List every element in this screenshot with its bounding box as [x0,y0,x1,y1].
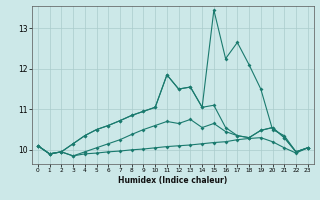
X-axis label: Humidex (Indice chaleur): Humidex (Indice chaleur) [118,176,228,185]
